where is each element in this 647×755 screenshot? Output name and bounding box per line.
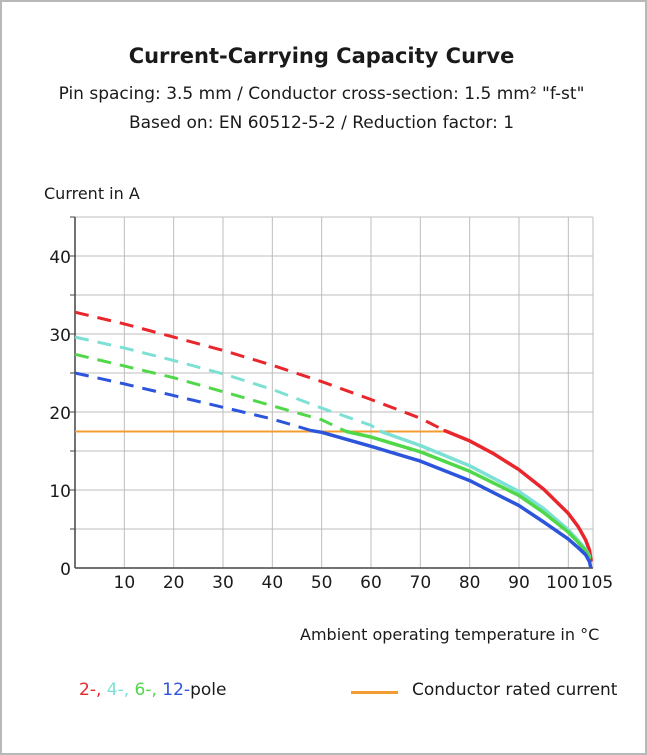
- x-tick-label: 80: [459, 573, 481, 593]
- legend-rated-current: Conductor rated current: [412, 680, 618, 700]
- legend-poles: 2-, 4-, 6-, 12-pole: [79, 680, 226, 700]
- y-tick-label: 30: [49, 326, 71, 346]
- series-4-pole-dashed-line: [74, 335, 382, 433]
- legend-pole-suffix: pole: [190, 680, 227, 700]
- series-6-pole-solid-line: [344, 429, 592, 560]
- x-tick-label: 100: [546, 573, 578, 593]
- x-tick-label: 30: [212, 573, 234, 593]
- x-tick-label: 50: [311, 573, 333, 593]
- legend-entry-12-pole: 12-: [162, 680, 191, 700]
- x-axis-label: Ambient operating temperature in °C: [300, 625, 600, 644]
- x-tick-label: 60: [360, 573, 382, 593]
- x-tick-label: 105: [581, 573, 613, 593]
- legend-separator: ,: [151, 680, 163, 700]
- legend-entry-4-pole: 4-: [106, 680, 124, 700]
- y-tick-label: 10: [49, 482, 71, 502]
- x-tick-label: 20: [163, 573, 185, 593]
- legend-entry-6-pole: 6-: [134, 680, 152, 700]
- y-axis-label: Current in A: [44, 184, 140, 203]
- y-tick-label: 0: [60, 560, 71, 580]
- y-tick-label: 20: [49, 404, 71, 424]
- x-tick-label: 10: [114, 573, 136, 593]
- legend-separator: ,: [123, 680, 135, 700]
- legend-entry-2-pole: 2-: [79, 680, 96, 700]
- series-2-pole-solid-line: [443, 428, 593, 562]
- chart-subtitle-1: Pin spacing: 3.5 mm / Conductor cross-se…: [58, 84, 585, 104]
- y-tick-label: 40: [49, 248, 71, 268]
- series-2-pole-dashed-line: [74, 310, 446, 433]
- legend-separator: ,: [95, 680, 107, 700]
- chart-subtitle-2: Based on: EN 60512-5-2 / Reduction facto…: [128, 113, 515, 133]
- x-tick-label: 40: [262, 573, 284, 593]
- legend-rated-swatch: [351, 691, 398, 694]
- series-12-pole-dashed-line: [74, 371, 313, 433]
- x-tick-label: 90: [508, 573, 530, 593]
- chart-title: Current-Carrying Capacity Curve: [128, 44, 515, 68]
- series-6-pole-dashed-line: [74, 352, 347, 433]
- x-tick-label: 70: [410, 573, 432, 593]
- series-12-pole-solid-line: [310, 428, 593, 569]
